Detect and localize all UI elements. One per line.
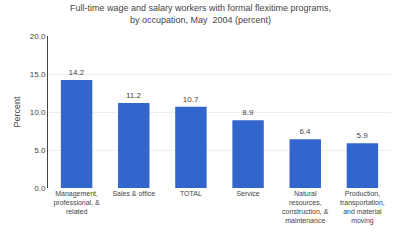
svg-text:8.9: 8.9 bbox=[242, 108, 254, 117]
svg-text:10.0: 10.0 bbox=[30, 108, 46, 117]
svg-text:Full-time wage and salary work: Full-time wage and salary workers with f… bbox=[70, 3, 331, 25]
svg-text:Service: Service bbox=[236, 190, 259, 197]
svg-text:15.0: 15.0 bbox=[30, 70, 46, 79]
svg-text:10.7: 10.7 bbox=[183, 95, 199, 104]
svg-text:Production,transportation,and: Production,transportation,and materialmo… bbox=[340, 190, 385, 225]
svg-text:5.9: 5.9 bbox=[357, 131, 369, 140]
svg-text:6.4: 6.4 bbox=[299, 127, 311, 136]
svg-text:0.0: 0.0 bbox=[34, 184, 46, 193]
svg-text:Naturalresources,construction,: Naturalresources,construction, &maintena… bbox=[282, 190, 329, 224]
svg-text:5.0: 5.0 bbox=[34, 146, 46, 155]
svg-text:Management,professional, &rela: Management,professional, &related bbox=[53, 190, 100, 215]
svg-text:14.2: 14.2 bbox=[69, 68, 85, 77]
svg-text:11.2: 11.2 bbox=[126, 91, 142, 100]
svg-text:TOTAL: TOTAL bbox=[180, 190, 202, 197]
svg-text:20.0: 20.0 bbox=[30, 32, 46, 41]
svg-text:Sales & office: Sales & office bbox=[112, 190, 155, 197]
svg-text:Percent: Percent bbox=[12, 96, 22, 128]
